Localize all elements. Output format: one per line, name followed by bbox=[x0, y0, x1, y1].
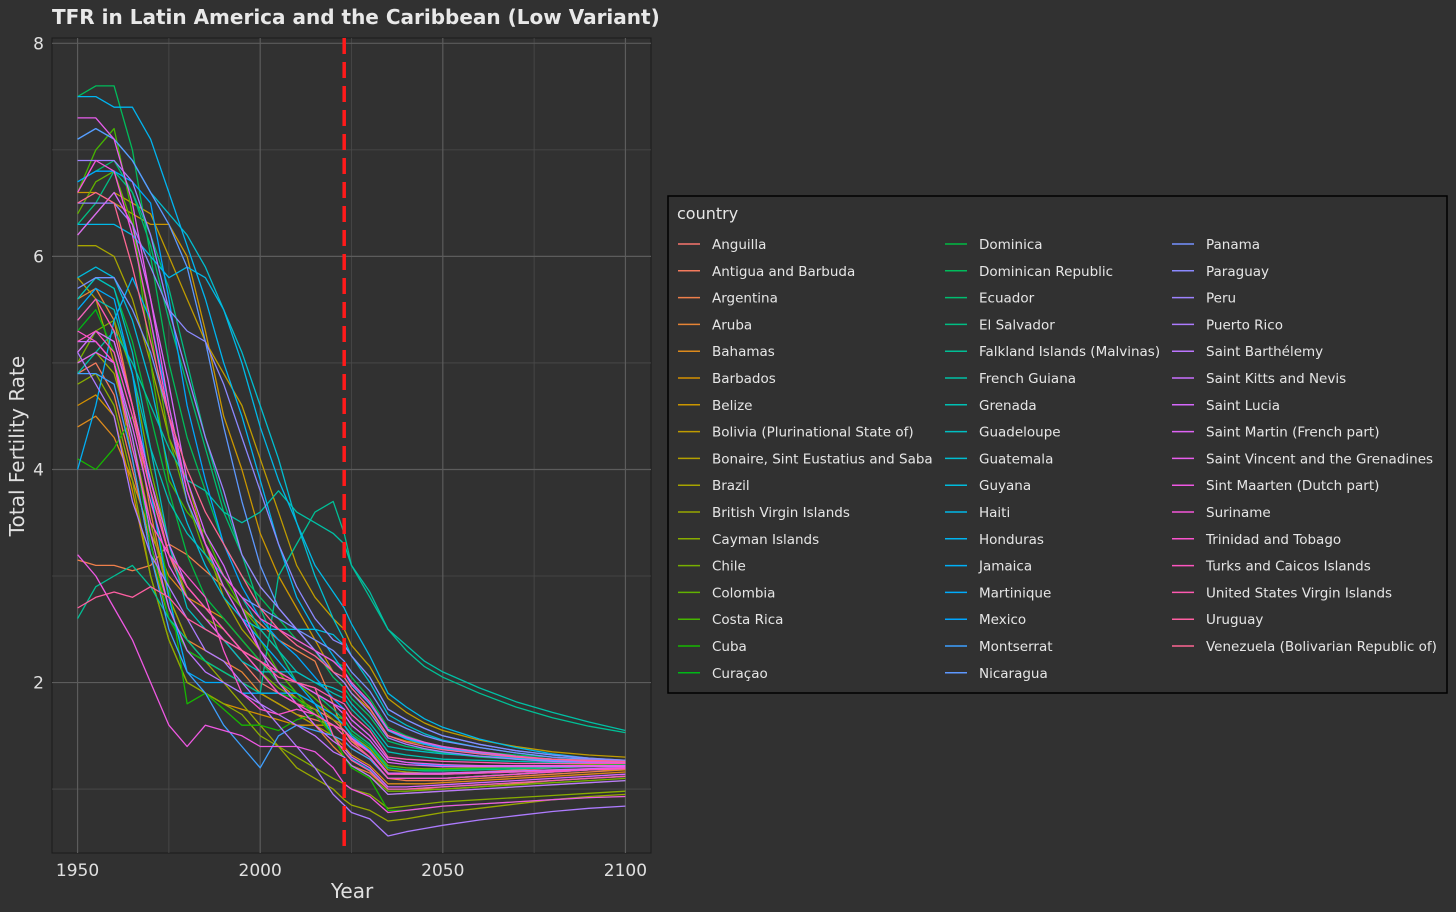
series-lines bbox=[76, 85, 626, 837]
chart-title: TFR in Latin America and the Caribbean (… bbox=[52, 5, 660, 29]
x-axis-title: Year bbox=[330, 879, 374, 903]
series-line bbox=[77, 277, 626, 763]
legend-label: Falkland Islands (Malvinas) bbox=[979, 344, 1160, 360]
legend-label: Cuba bbox=[712, 639, 747, 655]
series-line bbox=[77, 330, 626, 732]
series-line bbox=[77, 586, 626, 790]
legend-label: Argentina bbox=[712, 291, 778, 307]
series-line bbox=[77, 191, 626, 788]
legend-label: Jamaica bbox=[978, 559, 1032, 575]
series-line bbox=[77, 554, 626, 814]
legend-label: Colombia bbox=[712, 585, 775, 601]
legend-label: Chile bbox=[712, 559, 746, 575]
legend-label: Guadeloupe bbox=[979, 425, 1061, 441]
legend-label: Paraguay bbox=[1206, 264, 1269, 280]
series-line bbox=[77, 223, 626, 763]
legend-label: British Virgin Islands bbox=[712, 505, 850, 521]
x-tick-label: 2100 bbox=[604, 861, 647, 881]
series-line bbox=[77, 277, 626, 763]
series-line bbox=[77, 202, 626, 761]
series-line bbox=[77, 191, 626, 758]
legend-label: Suriname bbox=[1206, 505, 1271, 521]
series-line bbox=[77, 117, 626, 767]
grid bbox=[52, 38, 651, 853]
y-tick-label: 6 bbox=[33, 247, 44, 267]
legend-label: Bahamas bbox=[712, 344, 775, 360]
legend-label: Peru bbox=[1206, 291, 1236, 307]
series-line bbox=[77, 340, 626, 796]
series-line bbox=[77, 319, 626, 792]
legend-label: Puerto Rico bbox=[1206, 317, 1283, 333]
series-line bbox=[77, 351, 626, 837]
legend-label: Barbados bbox=[712, 371, 776, 387]
legend-label: Grenada bbox=[979, 398, 1037, 414]
y-axis-title: Total Fertility Rate bbox=[5, 356, 29, 537]
legend-label: Brazil bbox=[712, 478, 750, 494]
legend-label: Haiti bbox=[979, 505, 1010, 521]
legend-label: Anguilla bbox=[712, 237, 766, 253]
series-line bbox=[77, 159, 626, 764]
y-tick-label: 8 bbox=[33, 34, 44, 54]
series-line bbox=[77, 500, 626, 734]
legend-label: Bolivia (Plurinational State of) bbox=[712, 425, 914, 441]
legend-label: Panama bbox=[1206, 237, 1260, 253]
legend-label: Saint Lucia bbox=[1206, 398, 1280, 414]
legend-label: Belize bbox=[712, 398, 752, 414]
legend-label: Costa Rica bbox=[712, 612, 783, 628]
legend-label: Aruba bbox=[712, 317, 752, 333]
legend-label: Guatemala bbox=[979, 451, 1053, 467]
legend-label: Cayman Islands bbox=[712, 532, 819, 548]
legend-label: Ecuador bbox=[979, 291, 1035, 307]
y-axis-ticks: 2 4 6 8 bbox=[33, 34, 44, 693]
legend-label: Dominica bbox=[979, 237, 1043, 253]
x-tick-label: 2050 bbox=[421, 861, 464, 881]
legend-title: country bbox=[677, 204, 738, 223]
legend-label: Saint Barthélemy bbox=[1206, 344, 1323, 360]
legend-label: Mexico bbox=[979, 612, 1026, 628]
legend-label: Honduras bbox=[979, 532, 1044, 548]
legend-label: Trinidad and Tobago bbox=[1205, 532, 1341, 548]
legend-box bbox=[667, 195, 1448, 694]
legend-label: Turks and Caicos Islands bbox=[1205, 559, 1371, 575]
y-tick-label: 2 bbox=[33, 674, 44, 694]
legend: country Anguilla Antigua and Barbuda Argen… bbox=[667, 195, 1448, 694]
legend-label: Antigua and Barbuda bbox=[712, 264, 855, 280]
legend-label: Martinique bbox=[979, 585, 1051, 601]
legend-label: Dominican Republic bbox=[979, 264, 1113, 280]
x-tick-label: 1950 bbox=[56, 861, 99, 881]
legend-label: El Salvador bbox=[979, 317, 1055, 333]
legend-label: Curaçao bbox=[712, 666, 768, 682]
legend-label: Saint Kitts and Nevis bbox=[1206, 371, 1346, 387]
legend-label: Montserrat bbox=[979, 639, 1053, 655]
legend-label: Sint Maarten (Dutch part) bbox=[1206, 478, 1379, 494]
series-line bbox=[77, 351, 626, 822]
legend-label: Saint Martin (French part) bbox=[1206, 425, 1379, 441]
legend-label: United States Virgin Islands bbox=[1206, 585, 1392, 601]
x-axis-ticks: 1950 2000 2050 2100 bbox=[56, 861, 647, 881]
x-tick-label: 2000 bbox=[239, 861, 282, 881]
y-tick-label: 4 bbox=[33, 460, 44, 480]
legend-label: Guyana bbox=[979, 478, 1031, 494]
legend-label: Nicaragua bbox=[979, 666, 1048, 682]
legend-label: Saint Vincent and the Grenadines bbox=[1206, 451, 1433, 467]
legend-label: Venezuela (Bolivarian Republic of) bbox=[1206, 639, 1437, 655]
legend-label: Uruguay bbox=[1206, 612, 1263, 628]
legend-items: Anguilla Antigua and Barbuda Argentina Arub… bbox=[678, 237, 1437, 682]
legend-label: French Guiana bbox=[979, 371, 1076, 387]
series-line bbox=[77, 191, 626, 763]
legend-label: Bonaire, Sint Eustatius and Saba bbox=[712, 451, 933, 467]
